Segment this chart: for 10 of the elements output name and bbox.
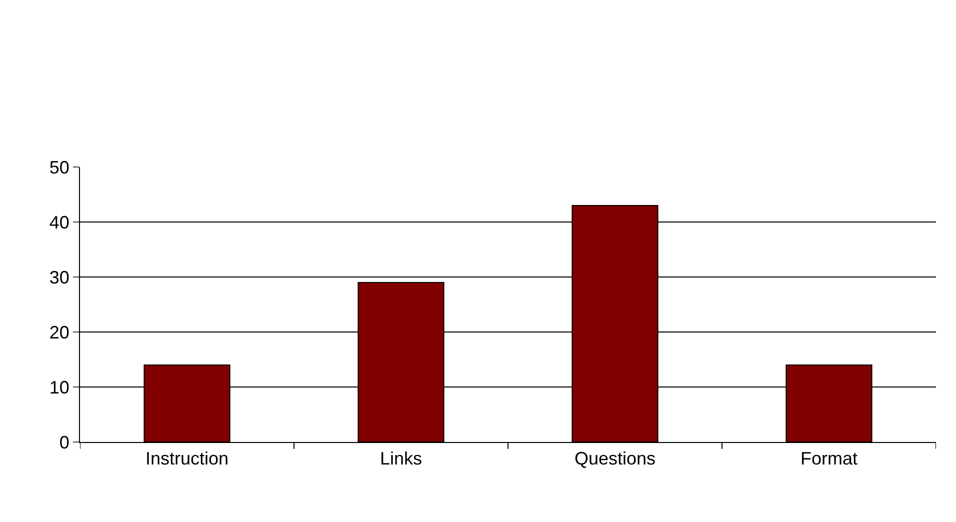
x-tick-label: Format: [800, 448, 858, 469]
x-tick-label: Links: [380, 448, 422, 469]
y-tick-label: 0: [59, 432, 70, 452]
y-tick-label: 40: [49, 212, 70, 232]
y-tick-label: 20: [49, 322, 70, 342]
y-tick-label: 50: [49, 157, 70, 178]
x-tick-label: Questions: [574, 448, 656, 469]
y-tick-label: 30: [49, 267, 70, 288]
y-tick-label: 10: [49, 377, 70, 398]
x-tick-label: Instruction: [145, 448, 229, 469]
